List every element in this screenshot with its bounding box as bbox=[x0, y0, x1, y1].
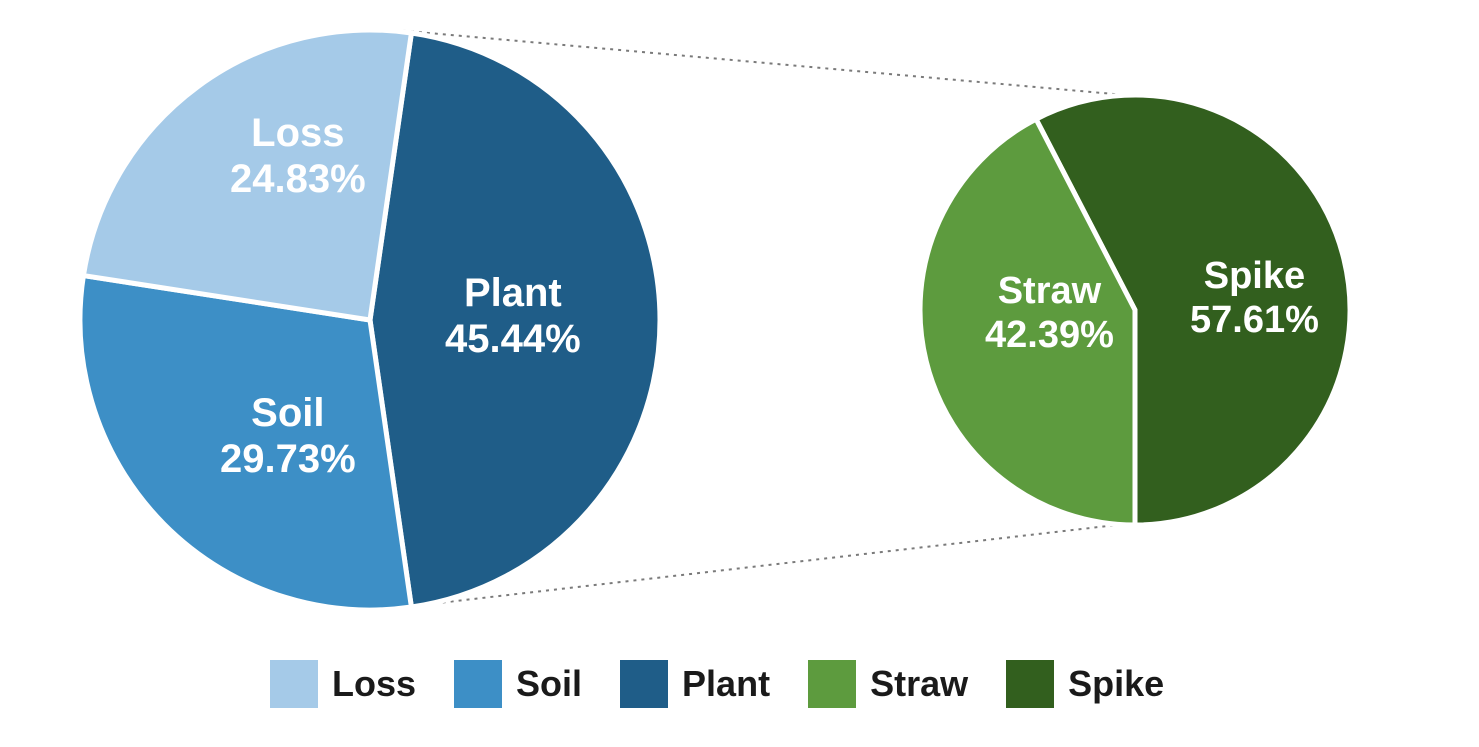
chart-svg bbox=[0, 0, 1479, 747]
legend-label-straw: Straw bbox=[870, 663, 968, 705]
legend-label-loss: Loss bbox=[332, 663, 416, 705]
legend-swatch-straw bbox=[808, 660, 856, 708]
slice-pct-spike: 57.61% bbox=[1190, 299, 1319, 343]
legend-swatch-spike bbox=[1006, 660, 1054, 708]
chart-canvas: Loss 24.83% Plant 45.44% Soil 29.73% Spi… bbox=[0, 0, 1479, 747]
legend-swatch-soil bbox=[454, 660, 502, 708]
slice-label-straw: Straw 42.39% bbox=[985, 270, 1114, 357]
legend-swatch-plant bbox=[620, 660, 668, 708]
legend-item-spike: Spike bbox=[1006, 660, 1164, 708]
legend-swatch-loss bbox=[270, 660, 318, 708]
slice-name-straw: Straw bbox=[985, 270, 1114, 314]
legend-label-soil: Soil bbox=[516, 663, 582, 705]
legend: Loss Soil Plant Straw Spike bbox=[270, 660, 1164, 708]
legend-label-plant: Plant bbox=[682, 663, 770, 705]
legend-label-spike: Spike bbox=[1068, 663, 1164, 705]
slice-pct-soil: 29.73% bbox=[220, 436, 356, 482]
legend-item-straw: Straw bbox=[808, 660, 968, 708]
slice-name-spike: Spike bbox=[1190, 255, 1319, 299]
slice-name-plant: Plant bbox=[445, 270, 581, 316]
legend-item-plant: Plant bbox=[620, 660, 770, 708]
legend-item-soil: Soil bbox=[454, 660, 582, 708]
slice-label-loss: Loss 24.83% bbox=[230, 110, 366, 202]
legend-item-loss: Loss bbox=[270, 660, 416, 708]
slice-label-plant: Plant 45.44% bbox=[445, 270, 581, 362]
slice-label-spike: Spike 57.61% bbox=[1190, 255, 1319, 342]
slice-label-soil: Soil 29.73% bbox=[220, 390, 356, 482]
slice-name-loss: Loss bbox=[230, 110, 366, 156]
slice-pct-straw: 42.39% bbox=[985, 314, 1114, 358]
slice-pct-loss: 24.83% bbox=[230, 156, 366, 202]
slice-name-soil: Soil bbox=[220, 390, 356, 436]
slice-pct-plant: 45.44% bbox=[445, 316, 581, 362]
